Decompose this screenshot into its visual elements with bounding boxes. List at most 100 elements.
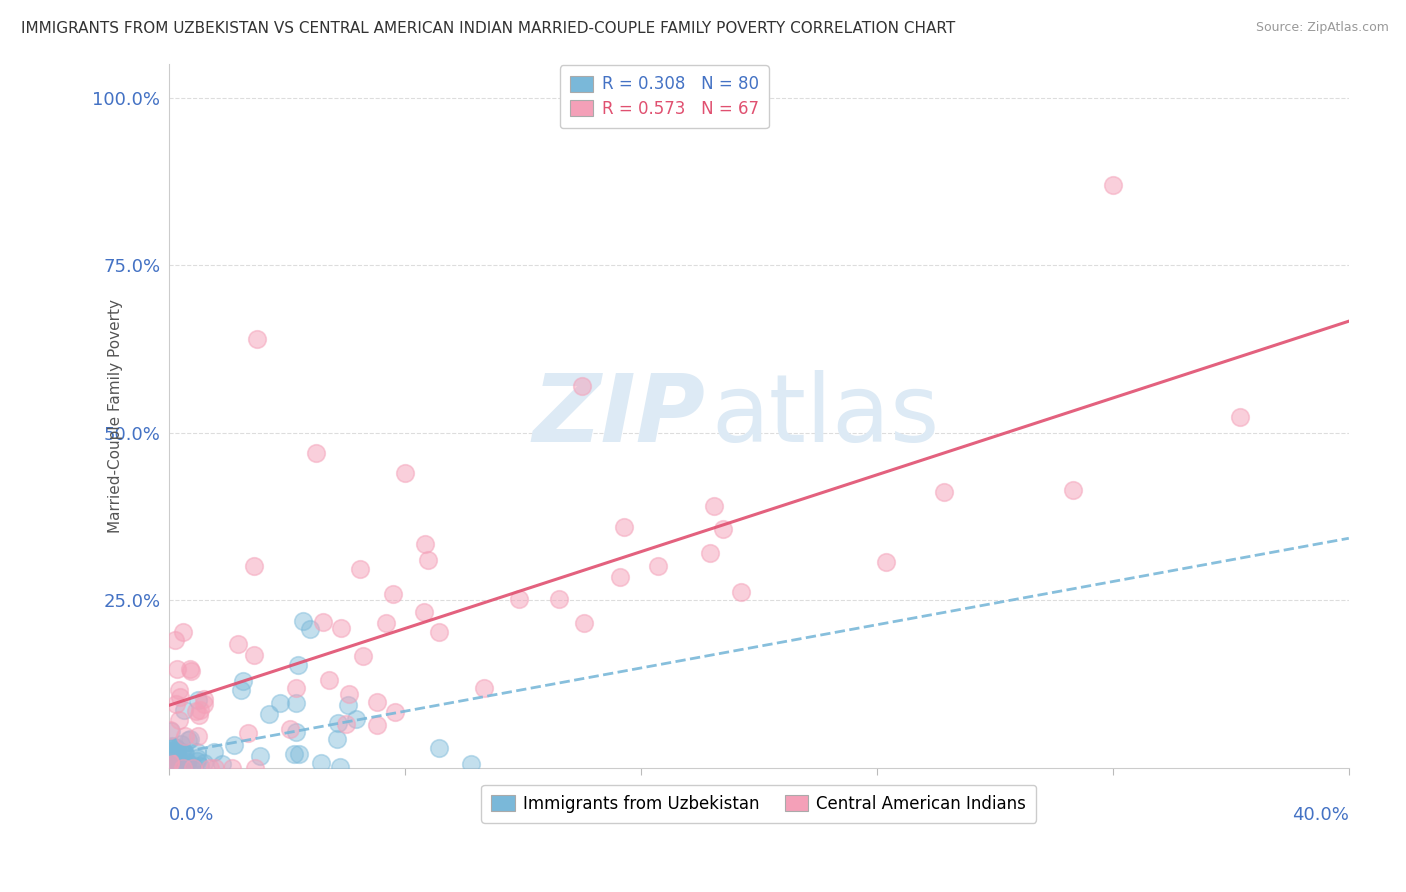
Text: Source: ZipAtlas.com: Source: ZipAtlas.com <box>1256 21 1389 34</box>
Point <box>232 673 254 688</box>
Point <box>204 761 226 775</box>
Point <box>187 707 209 722</box>
Text: 40.0%: 40.0% <box>1292 806 1348 824</box>
Point <box>181 761 204 775</box>
Point <box>174 729 197 743</box>
Point <box>934 485 956 500</box>
Point <box>163 752 186 766</box>
Point <box>329 760 352 774</box>
Point <box>177 732 200 747</box>
Text: 0.0%: 0.0% <box>169 806 214 824</box>
Point <box>166 755 188 769</box>
Point <box>229 683 252 698</box>
Point <box>1229 410 1251 425</box>
Point <box>703 499 725 513</box>
Point <box>184 704 207 718</box>
Point <box>221 761 243 775</box>
Point <box>162 759 184 773</box>
Point <box>159 723 181 738</box>
Point <box>165 756 187 770</box>
Point <box>572 615 595 630</box>
Point <box>613 520 636 534</box>
Point <box>352 649 374 664</box>
Point <box>366 718 388 732</box>
Point <box>165 739 187 754</box>
Point <box>163 753 186 767</box>
Point <box>187 729 209 743</box>
Point <box>384 705 406 719</box>
Point <box>166 749 188 764</box>
Point <box>186 745 208 759</box>
Point <box>609 570 631 584</box>
Point <box>186 754 208 768</box>
Point <box>160 745 183 759</box>
Point <box>167 713 190 727</box>
Point <box>165 758 187 772</box>
Point <box>508 592 530 607</box>
Text: IMMIGRANTS FROM UZBEKISTAN VS CENTRAL AMERICAN INDIAN MARRIED-COUPLE FAMILY POVE: IMMIGRANTS FROM UZBEKISTAN VS CENTRAL AM… <box>21 21 955 36</box>
Point <box>193 697 215 711</box>
Point <box>305 446 328 460</box>
Point <box>160 755 183 769</box>
Point <box>166 743 188 757</box>
Point <box>163 753 186 767</box>
Point <box>186 751 208 765</box>
Point <box>278 723 301 737</box>
Point <box>162 758 184 772</box>
Point <box>166 753 188 767</box>
Point <box>167 682 190 697</box>
Text: ZIP: ZIP <box>533 370 706 462</box>
Point <box>159 756 181 770</box>
Point <box>159 739 181 754</box>
Point <box>169 690 191 704</box>
Point <box>394 466 416 480</box>
Point <box>166 662 188 676</box>
Point <box>181 757 204 772</box>
Point <box>699 546 721 560</box>
Point <box>165 633 187 648</box>
Point <box>246 332 269 346</box>
Point <box>571 378 593 392</box>
Point <box>238 726 260 740</box>
Point <box>198 761 221 775</box>
Point <box>349 562 371 576</box>
Point <box>160 723 183 738</box>
Point <box>170 759 193 773</box>
Point <box>163 755 186 769</box>
Point <box>226 637 249 651</box>
Point <box>330 622 353 636</box>
Point <box>249 748 271 763</box>
Point <box>174 759 197 773</box>
Point <box>460 757 482 772</box>
Point <box>165 751 187 765</box>
Point <box>730 585 752 599</box>
Point <box>285 681 308 695</box>
Point <box>202 745 225 759</box>
Point <box>328 716 350 731</box>
Point <box>427 624 450 639</box>
Point <box>344 712 367 726</box>
Point <box>165 759 187 773</box>
Point <box>162 739 184 753</box>
Point <box>245 761 267 775</box>
Text: Married-Couple Family Poverty: Married-Couple Family Poverty <box>108 299 124 533</box>
Point <box>174 747 197 761</box>
Point <box>326 731 349 746</box>
Point <box>188 703 211 717</box>
Point <box>159 746 181 760</box>
Point <box>163 743 186 757</box>
Point <box>211 757 233 772</box>
Point <box>159 747 181 762</box>
Point <box>287 747 309 761</box>
Point <box>413 606 436 620</box>
Point <box>167 755 190 769</box>
Point <box>547 592 569 607</box>
Point <box>284 725 307 739</box>
Point <box>318 673 340 688</box>
Point <box>366 695 388 709</box>
Point <box>159 750 181 764</box>
Point <box>165 755 187 769</box>
Point <box>193 692 215 706</box>
Point <box>162 757 184 772</box>
Point <box>413 537 436 551</box>
